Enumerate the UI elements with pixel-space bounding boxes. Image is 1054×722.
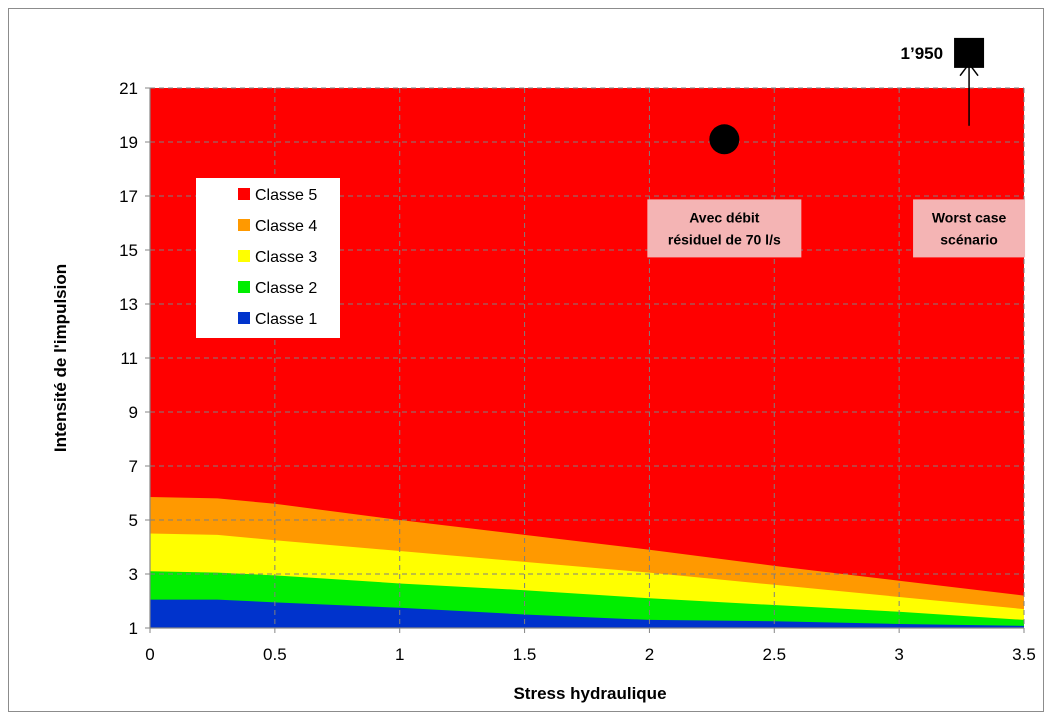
annotation-box (647, 199, 802, 258)
x-tick-label: 1 (395, 645, 404, 664)
circle-marker (709, 124, 740, 155)
legend-swatch (238, 281, 250, 293)
y-tick-label: 19 (119, 133, 138, 152)
x-tick-label: 1.5 (513, 645, 537, 664)
y-tick-label: 11 (120, 349, 138, 368)
x-tick-label: 0.5 (263, 645, 287, 664)
point-markers: 1’950 (709, 37, 985, 155)
legend-swatch (238, 312, 250, 324)
y-tick-label: 13 (119, 295, 138, 314)
square-marker (954, 37, 985, 68)
legend: Classe 5 Classe 4 Classe 3 Classe 2 Classe 1 (196, 178, 340, 338)
annotation-text: scénario (940, 231, 998, 247)
x-axis-title: Stress hydraulique (513, 684, 666, 703)
y-tick-label: 15 (119, 241, 138, 260)
annotation-text: Worst case (932, 209, 1007, 225)
legend-label: Classe 1 (255, 311, 317, 328)
legend-label: Classe 2 (255, 280, 317, 297)
y-axis-title: Intensité de l'impulsion (51, 264, 70, 452)
annotation-text: résiduel de 70 l/s (668, 231, 781, 247)
y-tick-label: 5 (129, 511, 138, 530)
x-tick-label: 2 (645, 645, 654, 664)
area-classe-1 (150, 599, 1024, 628)
y-tick-label: 17 (119, 187, 138, 206)
legend-swatch (238, 219, 250, 231)
x-tick-label: 0 (145, 645, 154, 664)
annotations: Avec débit résiduel de 70 l/s Worst case sc… (647, 62, 1026, 258)
x-tick-label: 3 (894, 645, 903, 664)
legend-label: Classe 5 (255, 187, 317, 204)
legend-swatch (238, 188, 250, 200)
y-tick-label: 9 (129, 403, 138, 422)
legend-label: Classe 4 (255, 218, 317, 235)
legend-box (196, 178, 340, 338)
y-tick-label: 7 (129, 457, 138, 476)
axes (145, 87, 1025, 633)
y-tick-label: 21 (119, 79, 138, 98)
x-tick-label: 3.5 (1012, 645, 1036, 664)
y-tick-label: 3 (129, 565, 138, 584)
annotation-box (913, 199, 1026, 258)
annotation-text: Avec débit (689, 209, 760, 225)
legend-label: Classe 3 (255, 249, 317, 266)
legend-swatch (238, 250, 250, 262)
y-tick-label: 1 (129, 619, 138, 638)
x-tick-label: 2.5 (762, 645, 786, 664)
marker-label: 1’950 (901, 44, 944, 63)
